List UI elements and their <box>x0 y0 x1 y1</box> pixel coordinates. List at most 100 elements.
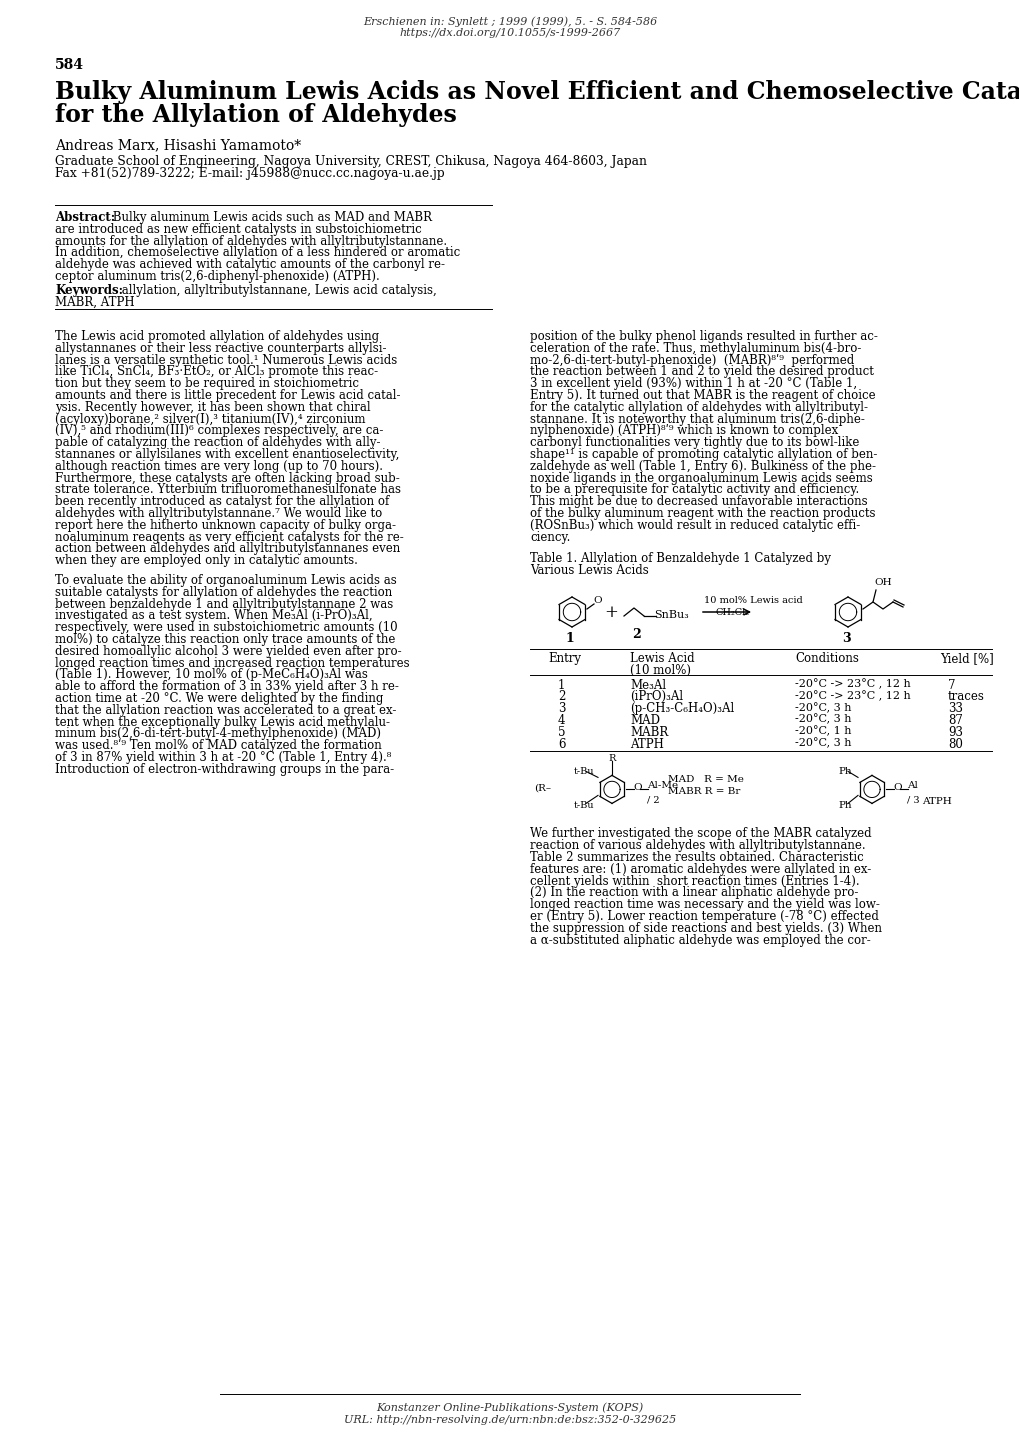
Text: 3: 3 <box>841 632 850 645</box>
Text: the suppression of side reactions and best yields. (3) When: the suppression of side reactions and be… <box>530 922 881 935</box>
Text: position of the bulky phenol ligands resulted in further ac-: position of the bulky phenol ligands res… <box>530 330 877 343</box>
Text: R: R <box>607 755 614 763</box>
Text: Al-Me: Al-Me <box>646 782 678 791</box>
Text: O: O <box>592 596 601 605</box>
Text: Andreas Marx, Hisashi Yamamoto*: Andreas Marx, Hisashi Yamamoto* <box>55 139 301 152</box>
Text: +: + <box>603 605 618 620</box>
Text: aldehyde was achieved with catalytic amounts of the carbonyl re-: aldehyde was achieved with catalytic amo… <box>55 258 444 271</box>
Text: the reaction between 1 and 2 to yield the desired product: the reaction between 1 and 2 to yield th… <box>530 365 873 378</box>
Text: able to afford the formation of 3 in 33% yield after 3 h re-: able to afford the formation of 3 in 33%… <box>55 680 398 693</box>
Text: allystannanes or their less reactive counterparts allylsi-: allystannanes or their less reactive cou… <box>55 342 386 355</box>
Text: -20°C, 3 h: -20°C, 3 h <box>794 703 851 713</box>
Text: The Lewis acid promoted allylation of aldehydes using: The Lewis acid promoted allylation of al… <box>55 330 379 343</box>
Text: stannane. It is noteworthy that aluminum tris(2,6-diphe-: stannane. It is noteworthy that aluminum… <box>530 413 864 426</box>
Text: URL: http://nbn-resolving.de/urn:nbn:de:bsz:352-0-329625: URL: http://nbn-resolving.de/urn:nbn:de:… <box>343 1416 676 1426</box>
Text: shape¹¹ is capable of promoting catalytic allylation of ben-: shape¹¹ is capable of promoting catalyti… <box>530 447 876 460</box>
Text: We further investigated the scope of the MABR catalyzed: We further investigated the scope of the… <box>530 827 871 840</box>
Text: Table 2 summarizes the results obtained. Characteristic: Table 2 summarizes the results obtained.… <box>530 851 863 864</box>
Text: was used.⁸ʹ⁹ Ten mol% of MAD catalyzed the formation: was used.⁸ʹ⁹ Ten mol% of MAD catalyzed t… <box>55 739 381 752</box>
Text: er (Entry 5). Lower reaction temperature (-78 °C) effected: er (Entry 5). Lower reaction temperature… <box>530 911 878 924</box>
Text: Abstract:: Abstract: <box>55 211 115 224</box>
Text: Ph: Ph <box>838 768 851 776</box>
Text: Various Lewis Acids: Various Lewis Acids <box>530 564 648 577</box>
Text: -20°C, 3 h: -20°C, 3 h <box>794 714 851 724</box>
Text: O: O <box>633 784 641 792</box>
Text: carbonyl functionalities very tightly due to its bowl-like: carbonyl functionalities very tightly du… <box>530 436 859 449</box>
Text: minum bis(2,6-di-tert-butyl-4-methylphenoxide) (MAD): minum bis(2,6-di-tert-butyl-4-methylphen… <box>55 727 381 740</box>
Text: This might be due to decreased unfavorable interactions: This might be due to decreased unfavorab… <box>530 495 867 508</box>
Text: Entry 5). It turned out that MABR is the reagent of choice: Entry 5). It turned out that MABR is the… <box>530 390 874 403</box>
Text: Me₃Al: Me₃Al <box>630 678 665 691</box>
Text: like TiCl₄, SnCl₄, BF₃·EtO₂, or AlCl₃ promote this reac-: like TiCl₄, SnCl₄, BF₃·EtO₂, or AlCl₃ pr… <box>55 365 378 378</box>
Text: investigated as a test system. When Me₃Al (i-PrO)₃Al,: investigated as a test system. When Me₃A… <box>55 609 372 622</box>
Text: MABR: MABR <box>630 726 667 739</box>
Text: longed reaction times and increased reaction temperatures: longed reaction times and increased reac… <box>55 657 410 670</box>
Text: ATPH: ATPH <box>630 737 663 750</box>
Text: 4: 4 <box>557 714 565 727</box>
Text: Table 1. Allylation of Benzaldehyde 1 Catalyzed by: Table 1. Allylation of Benzaldehyde 1 Ca… <box>530 553 830 566</box>
Text: (ROSnBu₃) which would result in reduced catalytic effi-: (ROSnBu₃) which would result in reduced … <box>530 519 859 532</box>
Text: ciency.: ciency. <box>530 531 570 544</box>
Text: (Table 1). However, 10 mol% of (p-MeC₆H₄O)₃Al was: (Table 1). However, 10 mol% of (p-MeC₆H₄… <box>55 668 368 681</box>
Text: t-Bu: t-Bu <box>574 768 594 776</box>
Text: Lewis Acid: Lewis Acid <box>630 652 694 665</box>
Text: Erschienen in: Synlett ; 1999 (1999), 5. - S. 584-586: Erschienen in: Synlett ; 1999 (1999), 5.… <box>363 16 656 26</box>
Text: Graduate School of Engineering, Nagoya University, CREST, Chikusa, Nagoya 464-86: Graduate School of Engineering, Nagoya U… <box>55 154 646 167</box>
Text: that the allylation reaction was accelerated to a great ex-: that the allylation reaction was acceler… <box>55 704 396 717</box>
Text: noaluminum reagents as very efficient catalysts for the re-: noaluminum reagents as very efficient ca… <box>55 531 404 544</box>
Text: mo-2,6-di-tert-butyl-phenoxide)  (MABR)⁸ʹ⁹  performed: mo-2,6-di-tert-butyl-phenoxide) (MABR)⁸ʹ… <box>530 354 854 367</box>
Text: 1: 1 <box>557 678 565 691</box>
Text: between benzaldehyde 1 and allyltributylstannane 2 was: between benzaldehyde 1 and allyltributyl… <box>55 597 393 610</box>
Text: Entry: Entry <box>547 652 581 665</box>
Text: amounts and there is little precedent for Lewis acid catal-: amounts and there is little precedent fo… <box>55 390 400 403</box>
Text: Ph: Ph <box>838 801 851 811</box>
Text: ysis. Recently however, it has been shown that chiral: ysis. Recently however, it has been show… <box>55 401 370 414</box>
Text: 5: 5 <box>557 726 565 739</box>
Text: Conditions: Conditions <box>794 652 858 665</box>
Text: MAD: MAD <box>630 714 659 727</box>
Text: longed reaction time was necessary and the yield was low-: longed reaction time was necessary and t… <box>530 898 879 911</box>
Text: allylation, allyltributylstannane, Lewis acid catalysis,: allylation, allyltributylstannane, Lewis… <box>118 284 436 297</box>
Text: suitable catalysts for allylation of aldehydes the reaction: suitable catalysts for allylation of ald… <box>55 586 392 599</box>
Text: 2: 2 <box>632 628 640 641</box>
Text: ATPH: ATPH <box>921 798 951 807</box>
Text: Keywords:: Keywords: <box>55 284 123 297</box>
Text: ceptor aluminum tris(2,6-diphenyl-phenoxide) (ATPH).: ceptor aluminum tris(2,6-diphenyl-phenox… <box>55 270 379 283</box>
Text: amounts for the allylation of aldehydes with allyltributylstannane.: amounts for the allylation of aldehydes … <box>55 235 446 248</box>
Text: Bulky Aluminum Lewis Acids as Novel Efficient and Chemoselective Catalysts: Bulky Aluminum Lewis Acids as Novel Effi… <box>55 79 1019 104</box>
Text: stannanes or allylsilanes with excellent enantioselectivity,: stannanes or allylsilanes with excellent… <box>55 447 399 460</box>
Text: OH: OH <box>873 579 891 587</box>
Text: 2: 2 <box>557 690 565 703</box>
Text: mol%) to catalyze this reaction only trace amounts of the: mol%) to catalyze this reaction only tra… <box>55 633 395 646</box>
Text: Introduction of electron-withdrawing groups in the para-: Introduction of electron-withdrawing gro… <box>55 763 393 776</box>
Text: celeration of the rate. Thus, methylaluminum bis(4-bro-: celeration of the rate. Thus, methylalum… <box>530 342 860 355</box>
Text: noxide ligands in the organoaluminum Lewis acids seems: noxide ligands in the organoaluminum Lew… <box>530 472 872 485</box>
Text: are introduced as new efficient catalysts in substoichiometric: are introduced as new efficient catalyst… <box>55 222 421 235</box>
Text: report here the hitherto unknown capacity of bulky orga-: report here the hitherto unknown capacit… <box>55 519 395 532</box>
Text: reaction of various aldehydes with allyltributylstannane.: reaction of various aldehydes with allyl… <box>530 840 865 853</box>
Text: cellent yields within  short reaction times (Entries 1-4).: cellent yields within short reaction tim… <box>530 874 859 887</box>
Text: (2) In the reaction with a linear aliphatic aldehyde pro-: (2) In the reaction with a linear alipha… <box>530 886 858 899</box>
Text: 10 mol% Lewis acid: 10 mol% Lewis acid <box>703 596 802 605</box>
Text: Konstanzer Online-Publikations-System (KOPS): Konstanzer Online-Publikations-System (K… <box>376 1403 643 1413</box>
Text: traces: traces <box>947 690 984 703</box>
Text: -20°C, 3 h: -20°C, 3 h <box>794 737 851 749</box>
Text: been recently introduced as catalyst for the allylation of: been recently introduced as catalyst for… <box>55 495 389 508</box>
Text: action between aldehydes and allyltributylstannanes even: action between aldehydes and allyltribut… <box>55 543 399 556</box>
Text: pable of catalyzing the reaction of aldehydes with ally-: pable of catalyzing the reaction of alde… <box>55 436 380 449</box>
Text: SnBu₃: SnBu₃ <box>653 610 688 620</box>
Text: MAD   R = Me: MAD R = Me <box>667 775 743 785</box>
Text: nylphenoxide) (ATPH)⁸ʹ⁹ which is known to complex: nylphenoxide) (ATPH)⁸ʹ⁹ which is known t… <box>530 424 838 437</box>
Text: 33: 33 <box>947 703 962 716</box>
Text: O: O <box>892 784 901 792</box>
Text: In addition, chemoselective allylation of a less hindered or aromatic: In addition, chemoselective allylation o… <box>55 247 460 260</box>
Text: / 3: / 3 <box>906 795 919 804</box>
Text: for the Allylation of Aldehydes: for the Allylation of Aldehydes <box>55 102 457 127</box>
Text: 7: 7 <box>947 678 955 691</box>
Text: To evaluate the ability of organoaluminum Lewis acids as: To evaluate the ability of organoaluminu… <box>55 574 396 587</box>
Text: features are: (1) aromatic aldehydes were allylated in ex-: features are: (1) aromatic aldehydes wer… <box>530 863 870 876</box>
Text: when they are employed only in catalytic amounts.: when they are employed only in catalytic… <box>55 554 358 567</box>
Text: zaldehyde as well (Table 1, Entry 6). Bulkiness of the phe-: zaldehyde as well (Table 1, Entry 6). Bu… <box>530 460 875 473</box>
Text: strate tolerance. Ytterbium trifluoromethanesulfonate has: strate tolerance. Ytterbium trifluoromet… <box>55 483 400 496</box>
Text: (IV),⁵ and rhodium(III)⁶ complexes respectively, are ca-: (IV),⁵ and rhodium(III)⁶ complexes respe… <box>55 424 383 437</box>
